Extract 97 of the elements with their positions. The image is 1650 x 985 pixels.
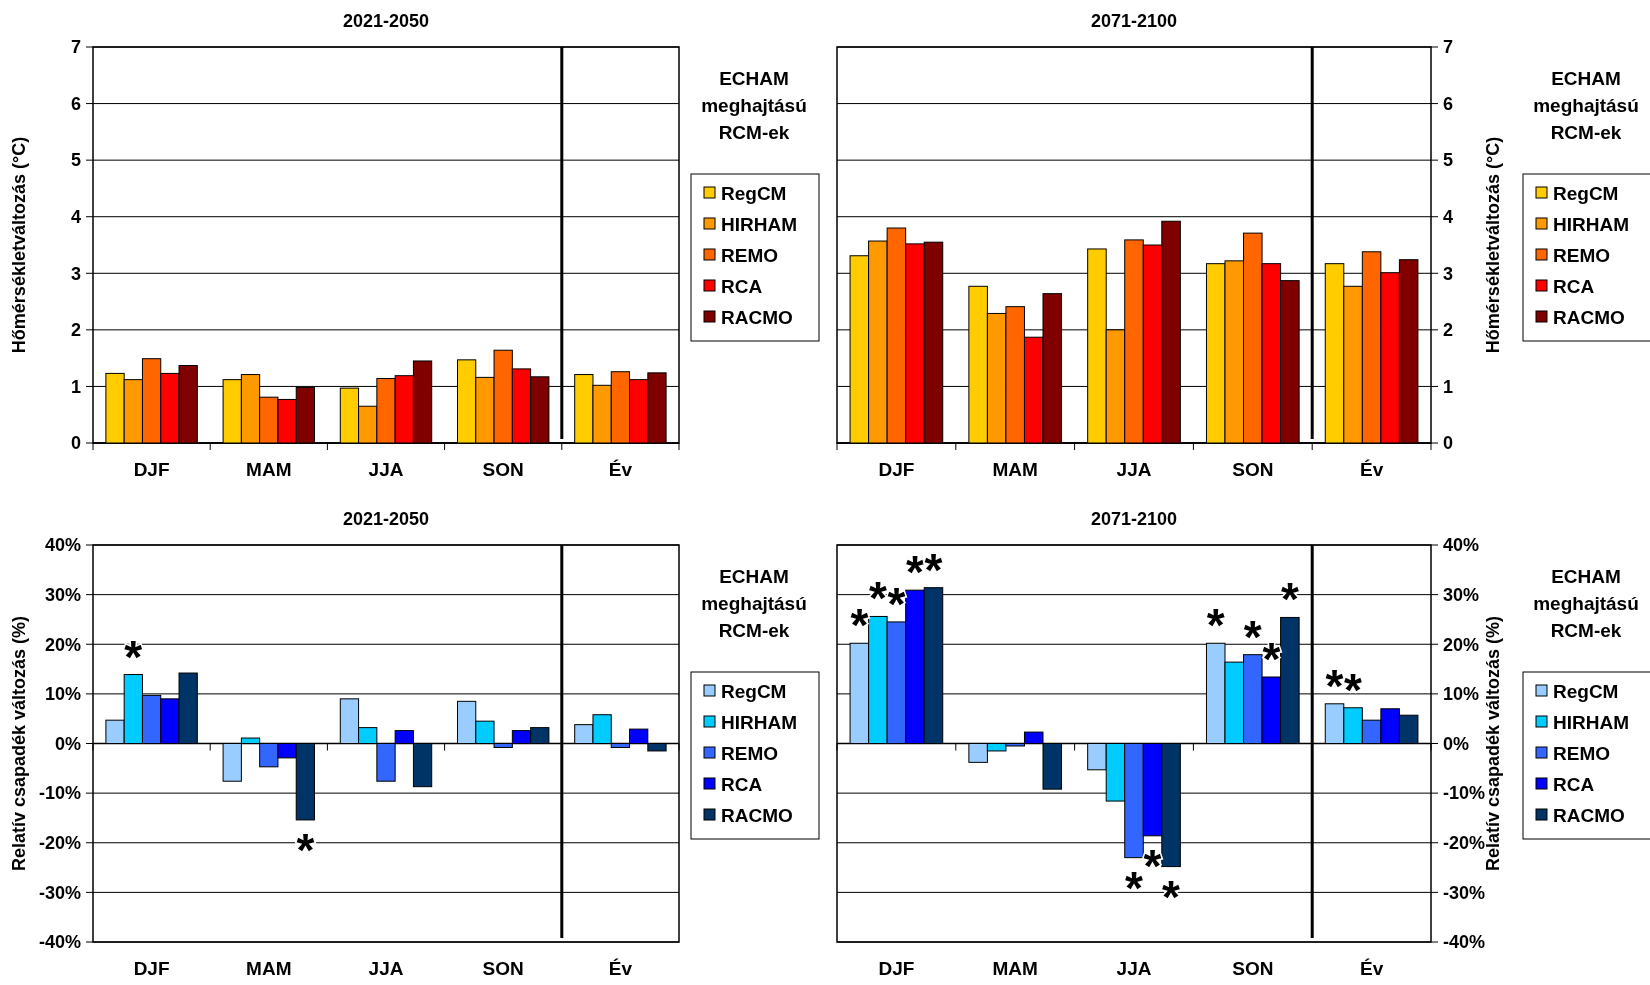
legend-title: ECHAM meghajtású RCM-ek [701,566,807,641]
legend-label: RegCM [721,680,787,702]
data-label: * [1325,659,1344,712]
y-tick-label: 20% [44,634,81,655]
legend-label: HIRHAM [721,213,797,235]
y2-tick-label: 20% [1443,634,1480,655]
x-tick-label: JJA [1116,958,1152,979]
legend-title: ECHAM meghajtású RCM-ek [1533,68,1639,143]
y2-tick-label: 0 [1443,433,1454,454]
y-tick-label: -30% [38,882,81,903]
y2-tick-label: 10% [1443,684,1480,705]
y2-tick-label: 6 [1443,93,1454,114]
legend-label: RegCM [1553,680,1619,702]
x-tick-label: DJF [878,958,915,979]
legend-label: REMO [1553,742,1610,764]
y2-tick-label: -30% [1443,882,1486,903]
legend-label: RACMO [721,804,793,826]
x-tick-label: Év [608,459,633,480]
legend-label: HIRHAM [1553,213,1629,235]
legend-title: ECHAM meghajtású RCM-ek [701,68,807,143]
data-label: * [924,543,943,596]
legend-label: RegCM [721,182,787,204]
legend-label: RegCM [1553,182,1619,204]
chart-title: 2071-2100 [1090,11,1178,31]
x-tick-label: Év [1359,958,1384,979]
y2-tick-label: 3 [1443,263,1454,284]
x-tick-label: DJF [133,958,170,979]
y-tick-label: -20% [38,833,81,854]
y-axis-title: Hőmérsékletváltozás (°C) [9,136,29,354]
data-label: * [1125,861,1144,914]
y2-tick-label: 4 [1443,207,1454,228]
y-tick-label: 1 [70,376,81,397]
x-tick-label: JJA [368,459,404,480]
legend-label: HIRHAM [1553,711,1629,733]
y-tick-label: -10% [38,783,81,804]
y-tick-label: 6 [70,93,81,114]
data-label: * [905,546,924,599]
x-tick-label: Év [1359,459,1384,480]
data-label: * [124,630,143,683]
y-tick-label: 7 [70,37,81,58]
legend-label: REMO [721,244,778,266]
y-tick-label: -40% [38,932,81,953]
legend-label: RACMO [721,306,793,328]
legend-label: HIRHAM [721,711,797,733]
data-label: * [1243,610,1262,663]
y-tick-label: 30% [44,584,81,605]
data-label: * [1206,599,1225,652]
y-tick-label: 3 [70,263,81,284]
x-tick-label: MAM [246,459,292,480]
legend-label: RACMO [1553,306,1625,328]
legend-label: RCA [1553,275,1595,297]
y-tick-label: 10% [44,684,81,705]
y-axis-title: Relatív csapadék változás (%) [9,615,29,872]
legend-label: RACMO [1553,804,1625,826]
legend-label: REMO [1553,244,1610,266]
data-label: * [1262,633,1281,685]
y2-tick-label: 2 [1443,320,1454,341]
x-tick-label: MAM [992,459,1038,480]
data-label: * [850,599,869,652]
x-tick-label: MAM [992,958,1038,979]
y2-tick-label: 1 [1443,376,1454,397]
x-tick-label: Év [608,958,633,979]
y2-tick-label: -40% [1443,932,1486,953]
y2-tick-label: 5 [1443,150,1454,171]
x-tick-label: SON [482,459,524,480]
data-label: * [1344,663,1363,716]
legend-label: REMO [721,742,778,764]
chart-title: 2071-2100 [1090,509,1178,529]
y-tick-label: 0 [70,433,81,454]
legend-label: RCA [721,773,763,795]
chart-title: 2021-2050 [342,509,430,529]
y2-tick-label: -20% [1443,833,1486,854]
y-tick-label: 4 [70,207,81,228]
data-label: * [1143,839,1162,892]
y2-tick-label: -10% [1443,783,1486,804]
x-tick-label: JJA [368,958,404,979]
y2-tick-label: 0% [1443,733,1470,754]
chart-title: 2021-2050 [342,11,430,31]
y2-tick-label: 40% [1443,535,1480,556]
y2-tick-label: 30% [1443,584,1480,605]
y2-tick-label: 7 [1443,37,1454,58]
y2-axis-title: Hőmérsékletváltozás (°C) [1483,136,1503,354]
x-tick-label: DJF [878,459,915,480]
x-tick-label: SON [482,958,524,979]
x-tick-label: MAM [246,958,292,979]
x-tick-label: SON [1232,958,1274,979]
y-tick-label: 2 [70,320,81,341]
legend-label: RCA [1553,773,1595,795]
x-tick-label: SON [1232,459,1274,480]
legend-label: RCA [721,275,763,297]
y-tick-label: 0% [54,733,81,754]
y-tick-label: 40% [44,535,81,556]
y2-axis-title: Relatív csapadék változás (%) [1483,615,1503,872]
legend-title: ECHAM meghajtású RCM-ek [1533,566,1639,641]
x-tick-label: JJA [1116,459,1152,480]
y-tick-label: 5 [70,150,81,171]
x-tick-label: DJF [133,459,170,480]
